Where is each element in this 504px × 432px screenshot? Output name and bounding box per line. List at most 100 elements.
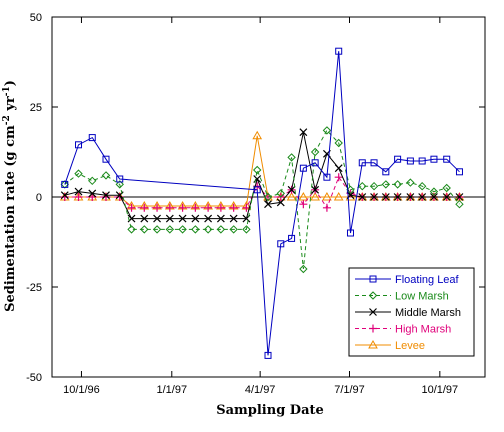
y-tick-label: -25 — [26, 282, 42, 294]
data-point-middle-marsh — [370, 193, 378, 201]
data-point-middle-marsh — [455, 193, 464, 201]
data-point-floating-leaf — [335, 47, 343, 55]
data-point-floating-leaf — [443, 155, 451, 163]
series-floating-leaf — [61, 47, 463, 359]
data-point-low-marsh — [346, 185, 355, 195]
data-point-middle-marsh — [88, 189, 97, 198]
y-axis-title-sup2: -1 — [2, 86, 12, 96]
legend-label: High Marsh — [395, 324, 451, 336]
data-point-middle-marsh — [430, 193, 438, 201]
data-point-floating-leaf — [455, 168, 463, 176]
data-point-low-marsh — [178, 225, 187, 234]
data-point-low-marsh — [299, 264, 308, 274]
legend-swatch-marker — [369, 308, 377, 316]
data-point-floating-leaf — [382, 168, 390, 176]
data-point-low-marsh — [115, 180, 124, 189]
data-point-middle-marsh — [74, 187, 83, 196]
data-point-high-marsh — [153, 203, 162, 212]
data-point-middle-marsh — [229, 214, 238, 223]
legend-swatch-marker — [368, 339, 378, 349]
data-point-low-marsh — [216, 225, 226, 234]
data-point-levee — [286, 191, 297, 201]
data-point-floating-leaf — [346, 229, 354, 237]
data-point-low-marsh — [88, 176, 97, 186]
x-tick-label: 4/1/97 — [245, 384, 276, 396]
legend: Floating Leaf Low Marsh Middle Marsh High M… — [348, 267, 475, 357]
legend-item-floating-leaf: Floating Leaf — [355, 274, 460, 286]
data-point-low-marsh — [203, 225, 213, 234]
data-point-floating-leaf — [75, 141, 83, 149]
data-point-low-marsh — [253, 165, 262, 175]
data-point-low-marsh — [287, 153, 296, 162]
data-point-low-marsh — [263, 192, 273, 202]
legend-label: Floating Leaf — [395, 274, 460, 286]
legend-item-levee: Levee — [355, 339, 425, 352]
data-point-high-marsh — [178, 203, 187, 212]
data-point-floating-leaf — [264, 351, 272, 359]
data-point-low-marsh — [140, 225, 149, 234]
data-point-high-marsh — [60, 193, 69, 201]
x-axis-title: Sampling Date — [216, 403, 324, 418]
data-point-low-marsh — [381, 180, 391, 189]
data-point-high-marsh — [191, 203, 200, 212]
data-point-floating-leaf — [253, 186, 261, 194]
x-axis-ticks: 10/1/96 1/1/97 4/1/97 7/1/97 10/1/97 — [63, 17, 458, 396]
series-line-levee — [64, 135, 460, 207]
legend-label: Levee — [395, 340, 425, 352]
data-point-floating-leaf — [102, 155, 110, 163]
data-point-middle-marsh — [334, 164, 343, 173]
legend-label: Middle Marsh — [395, 307, 461, 319]
data-point-middle-marsh — [204, 214, 213, 223]
data-point-floating-leaf — [358, 159, 366, 167]
data-point-middle-marsh — [311, 185, 320, 194]
data-point-high-marsh — [88, 193, 97, 201]
legend-item-high-marsh: High Marsh — [355, 324, 451, 336]
data-point-floating-leaf — [394, 155, 402, 163]
data-point-low-marsh — [242, 225, 251, 234]
series-low-marsh — [60, 126, 464, 274]
data-point-low-marsh — [369, 181, 379, 191]
data-point-low-marsh — [393, 180, 402, 189]
legend-swatch-marker — [368, 291, 378, 300]
data-point-low-marsh — [455, 199, 464, 209]
data-point-floating-leaf — [418, 157, 426, 165]
data-point-floating-leaf — [61, 180, 69, 188]
data-point-middle-marsh — [60, 191, 69, 200]
data-point-floating-leaf — [311, 159, 319, 167]
data-point-middle-marsh — [264, 200, 272, 209]
legend-item-low-marsh: Low Marsh — [355, 291, 449, 303]
data-point-low-marsh — [406, 178, 415, 187]
data-point-low-marsh — [165, 225, 175, 234]
data-point-high-marsh — [165, 203, 174, 212]
data-point-levee — [333, 191, 344, 201]
data-point-high-marsh — [115, 193, 124, 201]
data-point-high-marsh — [322, 203, 331, 212]
data-point-floating-leaf — [430, 155, 438, 163]
y-tick-label: 0 — [36, 192, 42, 204]
data-point-low-marsh — [322, 126, 332, 135]
data-point-low-marsh — [334, 138, 343, 148]
series-middle-marsh — [60, 128, 464, 223]
y-tick-label: 50 — [30, 12, 42, 24]
series-line-middle-marsh — [64, 132, 460, 220]
x-tick-label: 10/1/96 — [63, 384, 100, 396]
legend-swatch-marker — [369, 275, 377, 283]
data-point-floating-leaf — [370, 159, 378, 167]
data-point-low-marsh — [358, 181, 367, 191]
data-point-low-marsh — [152, 225, 162, 234]
data-point-middle-marsh — [216, 214, 225, 223]
x-tick-label: 7/1/97 — [334, 384, 365, 396]
y-axis-title: Sedimentation rate (g cm-2 yr-1) — [2, 80, 18, 312]
data-point-high-marsh — [140, 203, 149, 212]
data-point-floating-leaf — [288, 234, 296, 242]
data-point-middle-marsh — [102, 191, 110, 200]
data-point-middle-marsh — [287, 185, 296, 194]
y-axis-title-sup1: -2 — [2, 115, 12, 125]
data-point-levee — [310, 191, 320, 201]
data-point-middle-marsh — [165, 214, 174, 223]
y-axis-title-main: Sedimentation rate (g cm — [3, 125, 18, 312]
data-point-middle-marsh — [299, 128, 308, 137]
data-point-floating-leaf — [323, 173, 331, 181]
data-point-low-marsh — [127, 225, 136, 234]
data-point-middle-marsh — [381, 193, 390, 201]
